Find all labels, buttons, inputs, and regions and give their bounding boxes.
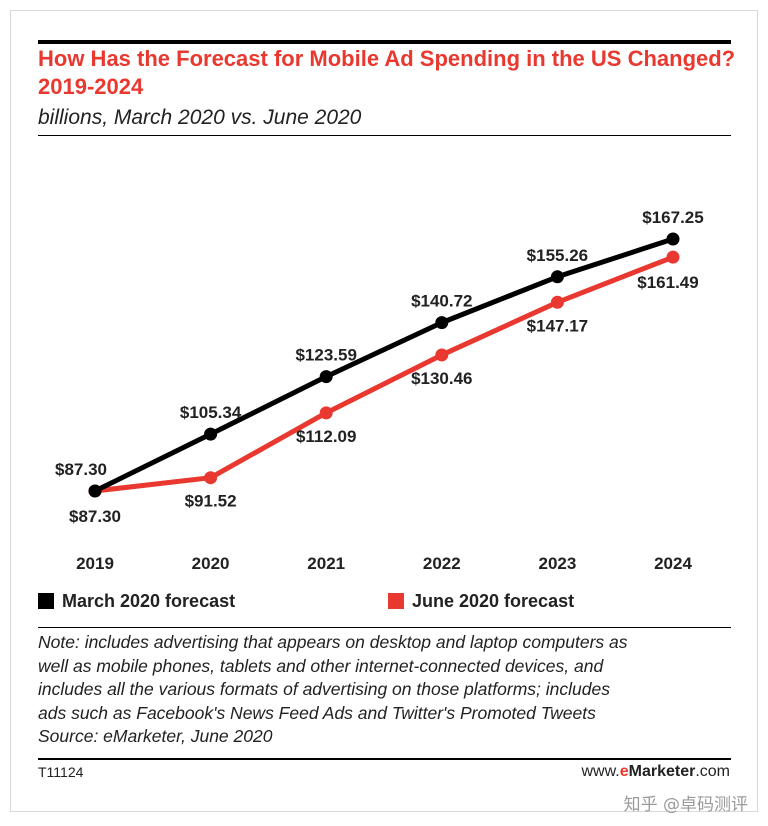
note-rule xyxy=(38,627,731,628)
legend-label-june: June 2020 forecast xyxy=(412,590,575,611)
data-label-june: $91.52 xyxy=(185,492,237,511)
x-tick-label: 2023 xyxy=(538,554,576,573)
data-point-march xyxy=(666,232,680,246)
note-line: well as mobile phones, tablets and other… xyxy=(38,655,604,676)
data-point-march xyxy=(88,484,102,498)
note-line: includes all the various formats of adve… xyxy=(38,679,610,699)
x-tick-label: 2019 xyxy=(76,554,114,573)
series-line-june xyxy=(92,254,676,494)
data-label-march: $123.59 xyxy=(295,346,356,365)
source-line: Source: eMarketer, June 2020 xyxy=(38,726,273,746)
watermark-text: 知乎 @卓码测评 xyxy=(623,795,748,815)
note-text: Note: includes advertising that appears … xyxy=(38,631,738,749)
data-label-june: $87.30 xyxy=(69,507,121,526)
legend-swatch-june xyxy=(388,593,404,609)
chart-title: How Has the Forecast for Mobile Ad Spend… xyxy=(38,46,736,99)
data-label-march: $105.34 xyxy=(180,403,242,422)
legend-item-june: June 2020 forecast xyxy=(388,590,574,612)
data-label-june: $161.49 xyxy=(637,273,698,292)
data-point-june xyxy=(435,348,449,362)
brand-name: Marketer xyxy=(628,763,696,780)
note-line: Note: includes advertising that appears … xyxy=(38,632,628,652)
data-label-june: $130.46 xyxy=(411,369,472,388)
header-rule xyxy=(38,135,731,136)
data-point-march xyxy=(550,270,564,284)
x-tick-label: 2021 xyxy=(307,554,345,573)
data-label-march: $155.26 xyxy=(527,246,588,265)
data-point-june xyxy=(319,406,333,420)
data-point-march xyxy=(319,370,333,384)
footer-rule xyxy=(38,758,731,760)
legend-swatch-march xyxy=(38,593,54,609)
brand-prefix: www. xyxy=(581,763,620,780)
data-label-march: $87.30 xyxy=(55,460,107,479)
brand-suffix: .com xyxy=(695,763,730,780)
data-point-june xyxy=(550,295,564,309)
data-point-june xyxy=(204,471,218,485)
data-label-march: $140.72 xyxy=(411,292,472,311)
data-label-march: $167.25 xyxy=(642,208,703,227)
chart-frame xyxy=(10,10,758,812)
x-tick-label: 2024 xyxy=(654,554,692,573)
top-rule xyxy=(38,40,731,44)
chart-subtitle: billions, March 2020 vs. June 2020 xyxy=(38,106,362,129)
data-label-june: $147.17 xyxy=(527,316,588,335)
x-tick-label: 2022 xyxy=(423,554,461,573)
legend-item-march: March 2020 forecast xyxy=(38,590,235,612)
brand-e: e xyxy=(619,763,629,780)
x-tick-label: 2020 xyxy=(192,554,230,573)
brand-url[interactable]: www.eMarketer.com xyxy=(581,763,730,781)
chart-code: T11124 xyxy=(38,764,84,780)
data-point-march xyxy=(435,316,449,330)
note-line: ads such as Facebook's News Feed Ads and… xyxy=(38,702,596,723)
data-label-june: $112.09 xyxy=(296,427,357,446)
legend-label-march: March 2020 forecast xyxy=(62,590,236,611)
series-line-march xyxy=(92,236,676,494)
data-point-june xyxy=(666,250,680,264)
data-point-march xyxy=(204,427,218,441)
